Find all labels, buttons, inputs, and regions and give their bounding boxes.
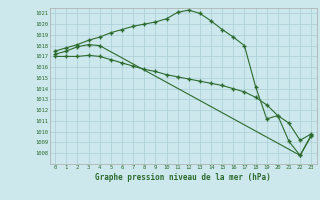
X-axis label: Graphe pression niveau de la mer (hPa): Graphe pression niveau de la mer (hPa)	[95, 173, 271, 182]
